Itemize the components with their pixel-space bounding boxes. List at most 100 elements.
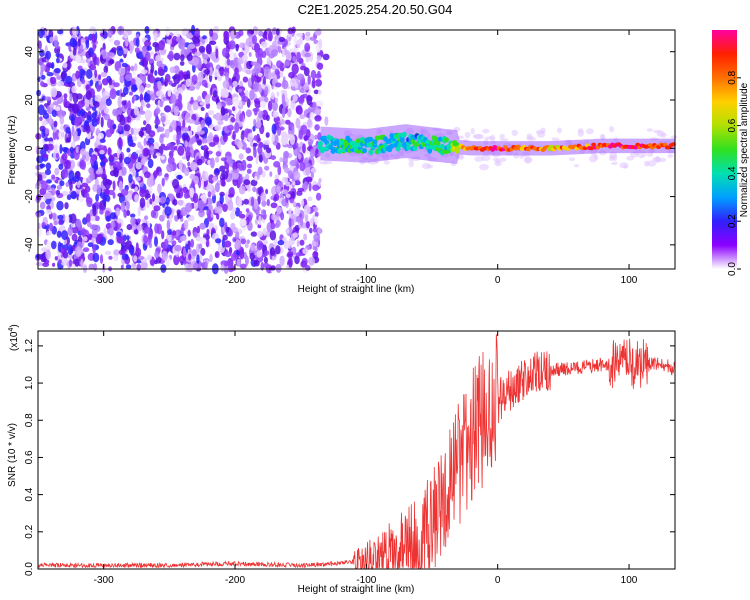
x-tick-label: 0: [495, 275, 501, 286]
spectrogram-cell: [200, 247, 206, 256]
spectrogram-cell: [70, 191, 77, 200]
spectrogram-cell: [45, 249, 51, 260]
spectrogram-cell: [234, 138, 240, 146]
spectrogram-cell: [56, 185, 63, 190]
spectrogram-cell: [155, 55, 161, 62]
spectrogram-cell: [312, 102, 317, 111]
spectrogram-cell: [610, 161, 618, 166]
spectrogram-cell: [291, 63, 299, 75]
spectrogram-cell: [267, 71, 272, 80]
spectrogram-cell: [167, 236, 172, 242]
spectrogram-cell: [80, 228, 87, 236]
spectrogram-cell: [274, 97, 279, 103]
spectrogram-cell: [89, 172, 95, 181]
snr-y-scale: (x104): [8, 324, 20, 351]
spectrogram-cell: [222, 234, 228, 241]
spectrogram-cell: [289, 159, 297, 167]
spectrogram-cell: [270, 265, 276, 271]
spectrogram-cell: [164, 206, 172, 217]
spectrogram-cell: [69, 37, 77, 48]
spectrogram-cell: [304, 165, 311, 176]
spectrogram-cell: [479, 163, 489, 171]
spectrogram-cell: [203, 69, 210, 75]
spectrogram-cell: [267, 100, 273, 112]
spectrogram-cell: [125, 264, 132, 270]
spectrogram-cell: [164, 73, 171, 83]
spectrogram-cell: [79, 109, 86, 117]
spectrogram-cell: [54, 256, 58, 261]
spectrogram-cell: [130, 154, 137, 164]
spectrogram-cell: [72, 103, 80, 114]
spectrogram-cell: [157, 66, 164, 73]
y-tick-label: 0.4: [24, 487, 35, 501]
spectrogram-cell: [116, 47, 124, 57]
spectrogram-cell: [223, 30, 230, 41]
spectrogram-cell: [196, 158, 203, 166]
spectrogram-cell: [215, 238, 222, 244]
signal-track-point: [368, 136, 374, 142]
signal-band-halo: [320, 124, 675, 164]
spectrogram-cell: [97, 233, 102, 243]
spectrogram-cell: [237, 228, 243, 235]
spectrogram-cell: [163, 65, 168, 73]
spectrogram-cell: [63, 97, 68, 108]
spectrogram-cell: [69, 213, 77, 224]
spectrogram-cell: [239, 219, 247, 227]
spectrogram-cell: [113, 249, 120, 256]
spectrogram-cell: [197, 139, 202, 146]
spectrogram-cell: [200, 107, 205, 111]
spectrogram-cell: [105, 129, 113, 138]
spectrogram-cell: [214, 182, 220, 193]
spectrogram-cell: [96, 127, 100, 134]
spectrogram-cell: [524, 156, 532, 164]
spectrogram-cell: [243, 198, 249, 205]
spectrogram-cell: [71, 113, 75, 125]
spectrogram-cell: [245, 109, 252, 118]
spectrogram-cell: [241, 54, 248, 62]
spectrogram-cell: [153, 32, 158, 42]
spectrogram-cell: [111, 47, 117, 53]
spectrogram-cell: [81, 78, 86, 85]
spectrogram-cell: [179, 61, 185, 66]
signal-track-point: [397, 142, 403, 148]
spectrogram-cell: [217, 120, 224, 126]
spectrogram-cell: [190, 161, 198, 171]
spectrogram-cell: [206, 94, 212, 99]
spectrogram-cell: [271, 123, 277, 135]
spectrogram-cell: [229, 59, 236, 69]
spectrogram-cell: [172, 178, 180, 189]
spectrogram-cell: [85, 213, 91, 223]
spectrogram-cell: [304, 52, 312, 58]
spectrogram-cell: [186, 263, 194, 273]
spectrogram-cell: [551, 137, 560, 141]
spectrogram-cell: [276, 206, 282, 215]
spectrogram-cell: [52, 262, 56, 267]
spectrogram-cell: [64, 202, 69, 210]
spectrogram-cell: [227, 193, 234, 198]
spectrogram-cell: [253, 198, 259, 210]
spectrogram-cell: [51, 109, 58, 117]
spectrogram-cell: [180, 54, 185, 62]
spectrogram-cell: [144, 193, 151, 199]
spectrogram-cell: [126, 224, 133, 231]
signal-track-point: [336, 148, 342, 154]
spectrogram-cell: [239, 249, 245, 260]
spectrogram-cell: [248, 52, 252, 57]
spectrogram-cell: [82, 177, 87, 185]
spectrogram-cell: [263, 140, 270, 145]
spectrogram-cell: [186, 54, 193, 61]
spectrogram-cell: [150, 210, 156, 218]
spectrogram-cell: [50, 187, 56, 196]
spectrogram-cell: [102, 50, 107, 60]
spectrogram-cell: [42, 112, 50, 119]
spectrogram-cell: [187, 104, 192, 111]
spectrogram-cell: [77, 181, 81, 189]
spectrogram-cell: [281, 176, 288, 184]
spectrogram-cell: [96, 84, 103, 91]
spectrogram-cell: [261, 200, 267, 207]
spectrogram-cell: [207, 81, 211, 90]
spectrogram-cell: [499, 138, 509, 142]
spectrogram-cell: [39, 201, 46, 210]
spectrogram-cell: [39, 49, 45, 57]
spectrogram-cell: [112, 82, 120, 88]
